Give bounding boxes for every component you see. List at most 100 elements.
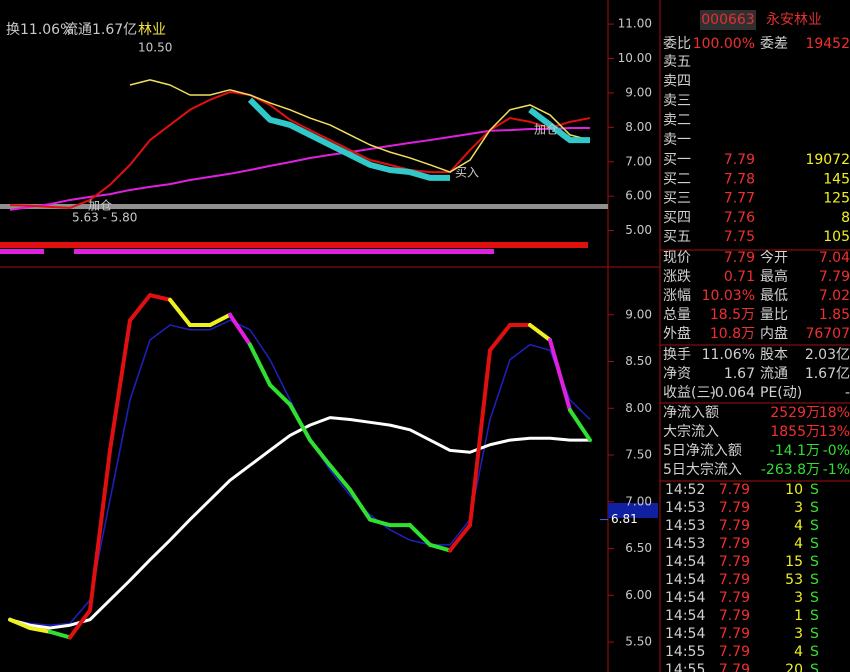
bid-price: 7.77 xyxy=(724,191,755,207)
trade-price: 7.79 xyxy=(719,626,750,642)
quote-label: 现价 xyxy=(663,250,691,266)
bid-label: 买四 xyxy=(663,210,691,226)
stat-label: 流通 xyxy=(760,366,788,382)
stat-label: 收益(三) xyxy=(663,385,716,401)
stat-value: 11.06% xyxy=(702,347,755,363)
trade-price: 7.79 xyxy=(719,554,750,570)
ask-label: 卖二 xyxy=(663,113,691,129)
indicator-segment xyxy=(28,626,52,634)
indicator-segment xyxy=(148,293,172,302)
trade-volume: 1 xyxy=(794,608,803,624)
trade-side: S xyxy=(810,662,819,672)
trade-volume: 15 xyxy=(785,554,803,570)
indicator-segment xyxy=(568,408,592,443)
quote-label: 今开 xyxy=(760,250,788,266)
y-tick-label: 8.00 xyxy=(625,120,652,134)
trade-price: 7.79 xyxy=(719,608,750,624)
y-tick-label: 10.00 xyxy=(618,51,652,65)
trade-time: 14:54 xyxy=(665,554,705,570)
annotation: 5.63 - 5.80 xyxy=(72,211,137,225)
ma-line xyxy=(9,90,591,209)
trade-time: 14:53 xyxy=(665,536,705,552)
stat-label: 净资 xyxy=(663,366,691,382)
trade-volume: 4 xyxy=(794,518,803,534)
trade-price: 7.79 xyxy=(719,662,750,672)
trade-side: S xyxy=(810,608,819,624)
quote-value: 76707 xyxy=(805,326,850,342)
ma-line xyxy=(9,127,590,211)
indicator-segment xyxy=(348,487,372,522)
indicator-segment xyxy=(88,448,112,613)
indicator-segment xyxy=(428,542,452,553)
trade-side: S xyxy=(810,536,819,552)
stock-name: 永安林业 xyxy=(766,12,822,28)
indicator-segment xyxy=(328,463,352,492)
stat-label: 股本 xyxy=(760,347,788,363)
bid-label: 买二 xyxy=(663,171,691,187)
bid-volume: 105 xyxy=(823,229,850,245)
quote-value: 7.04 xyxy=(819,250,850,266)
bid-label: 买一 xyxy=(663,152,691,168)
trade-price: 7.79 xyxy=(719,536,750,552)
bid-price: 7.75 xyxy=(724,229,755,245)
quote-label: 内盘 xyxy=(760,325,788,342)
indicator-segment xyxy=(548,338,572,413)
y-tick-label: 7.00 xyxy=(625,154,652,168)
quote-value: 10.03% xyxy=(702,288,755,304)
y-tick-label: 9.00 xyxy=(625,85,652,99)
y-tick-label: 5.50 xyxy=(625,635,652,649)
indicator-segment xyxy=(108,318,132,453)
y-tick-label: 11.00 xyxy=(618,17,652,31)
indicator-segment xyxy=(468,348,492,528)
flow-value: 1855万 xyxy=(770,424,820,440)
float-shares: 流通1.67亿 xyxy=(64,22,137,38)
trade-volume: 3 xyxy=(794,626,803,642)
indicator-segment xyxy=(168,297,192,328)
flow-value: -14.1万 xyxy=(770,443,820,459)
y-tick-label: 6.00 xyxy=(625,588,652,602)
y-tick-label: 6.50 xyxy=(625,541,652,555)
trade-volume: 4 xyxy=(794,536,803,552)
flow-percent: 18% xyxy=(819,405,850,421)
bid-price: 7.79 xyxy=(724,152,755,168)
indicator-segment xyxy=(368,517,392,528)
quote-label: 涨幅 xyxy=(663,288,691,304)
bid-volume: 145 xyxy=(823,171,850,187)
ma-line xyxy=(9,416,590,630)
flow-label: 5日大宗流入 xyxy=(663,462,742,478)
indicator-segment xyxy=(268,382,292,407)
flow-label: 5日净流入额 xyxy=(663,443,742,459)
stat-label: PE(动) xyxy=(760,385,802,401)
quote-value: 10.8万 xyxy=(710,326,755,342)
indicator-segment xyxy=(408,523,432,547)
sector: 林业 xyxy=(138,22,166,38)
signal-bar xyxy=(0,249,44,254)
quote-value: 1.85 xyxy=(819,307,850,323)
indicator-segment xyxy=(128,293,152,323)
trade-side: S xyxy=(810,644,819,660)
trade-price: 7.79 xyxy=(719,518,750,534)
indicator-segment xyxy=(308,438,332,468)
trade-time: 14:52 xyxy=(665,482,705,498)
ask-label: 卖三 xyxy=(663,93,691,109)
indicator-segment xyxy=(448,523,472,553)
quote-label: 最高 xyxy=(760,268,788,285)
ma-line xyxy=(247,97,590,181)
stat-value: 1.67亿 xyxy=(805,366,850,382)
signal-bar xyxy=(0,242,588,248)
trade-side: S xyxy=(810,572,819,588)
ma-line xyxy=(129,79,591,173)
trade-volume: 20 xyxy=(785,662,803,672)
trade-volume: 3 xyxy=(794,500,803,516)
order-ratio: 委比 xyxy=(663,36,691,52)
bid-label: 买五 xyxy=(663,229,691,245)
y-tick-label: 7.00 xyxy=(625,494,652,508)
annotation: 10.50 xyxy=(138,41,172,55)
code-box xyxy=(700,10,756,30)
trade-side: S xyxy=(810,590,819,606)
signal-bar xyxy=(74,249,494,254)
range-bar xyxy=(0,204,608,209)
order-ratio: 委差 xyxy=(760,36,788,52)
indicator-segment xyxy=(228,312,252,347)
